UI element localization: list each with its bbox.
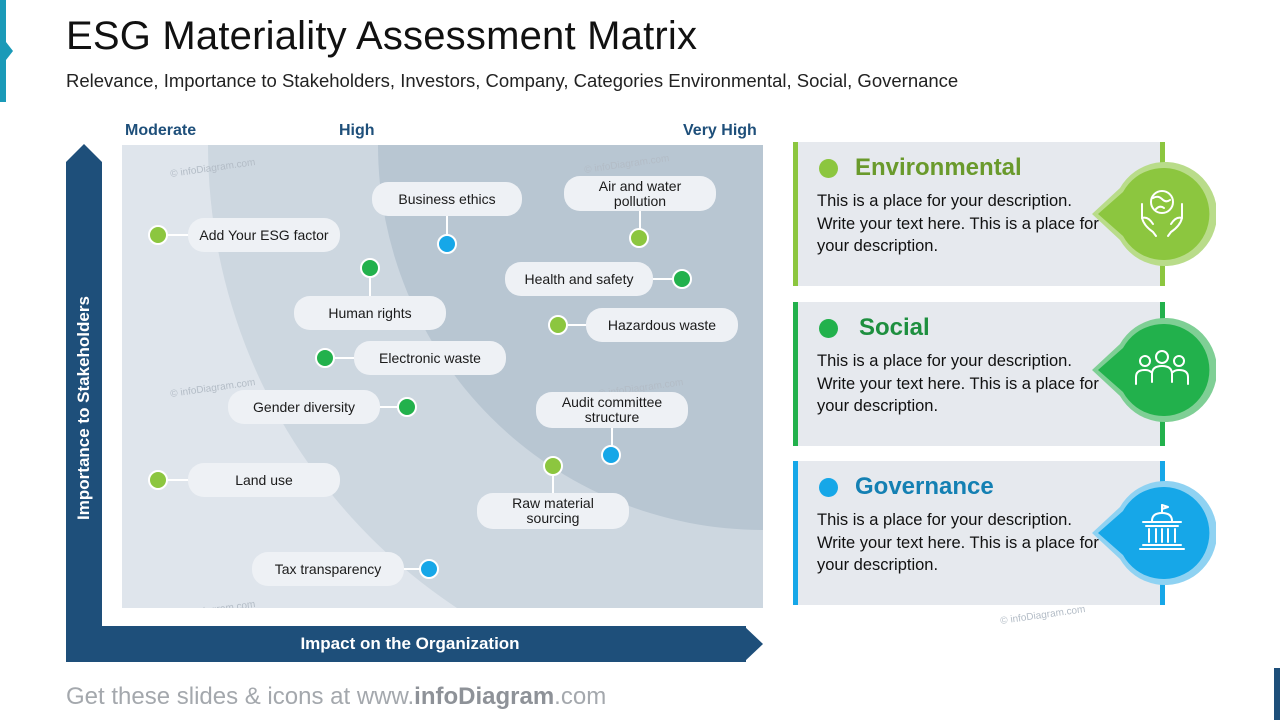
factor-dot-environmental [548,315,568,335]
people-group-icon [1092,318,1216,422]
legend-dot-governance [819,478,838,497]
card-title: Environmental [855,154,1022,181]
card-accent-bar [793,461,798,605]
page-subtitle: Relevance, Importance to Stakeholders, I… [66,70,959,91]
left-accent-notch [6,42,13,60]
card-title: Social [859,314,930,341]
card-description: This is a place for your description. Wr… [817,511,1099,574]
factor-raw-material-sourcing[interactable]: Raw material sourcing [477,493,629,529]
factor-dot-governance [601,445,621,465]
card-description: This is a place for your description. Wr… [817,352,1099,415]
zone-very-high [378,145,763,530]
connector-line [611,428,613,446]
factor-business-ethics[interactable]: Business ethics [372,182,522,216]
factor-electronic-waste[interactable]: Electronic waste [354,341,506,375]
factor-dot-governance [419,559,439,579]
column-label-high: High [339,122,375,139]
page-title: ESG Materiality Assessment Matrix [66,14,698,58]
factor-air-and-water-pollution[interactable]: Air and water pollution [564,176,716,211]
government-building-icon [1092,481,1216,585]
connector-line [552,476,554,494]
factor-dot-environmental [148,470,168,490]
factor-add-your-esg-factor[interactable]: Add Your ESG factor [188,218,340,252]
factor-health-and-safety[interactable]: Health and safety [505,262,653,296]
footer-suffix: .com [554,683,607,710]
factor-dot-social [315,348,335,368]
factor-land-use[interactable]: Land use [188,463,340,497]
column-label-very-high: Very High [683,122,757,139]
factor-dot-social [397,397,417,417]
factor-hazardous-waste[interactable]: Hazardous waste [586,308,738,342]
factor-dot-environmental [148,225,168,245]
factor-dot-environmental [629,228,649,248]
connector-line [446,216,448,234]
footer-text[interactable]: Get these slides & icons at www.infoDiag… [66,683,606,711]
footer-brand: infoDiagram [414,683,555,710]
factor-tax-transparency[interactable]: Tax transparency [252,552,404,586]
watermark: © infoDiagram.com [999,604,1087,627]
left-accent-bar [0,0,6,102]
connector-line [639,211,641,229]
x-axis-label: Impact on the Organization [300,634,520,653]
connector-line [168,479,188,481]
connector-line [369,278,371,296]
x-axis-arrowhead [744,626,763,662]
connector-line [404,568,420,570]
footer-prefix: Get these slides & icons at www. [66,683,415,710]
connector-line [568,324,587,326]
factor-human-rights[interactable]: Human rights [294,296,446,330]
globe-hands-icon [1092,162,1216,266]
connector-line [653,278,673,280]
card-description: This is a place for your description. Wr… [817,192,1099,255]
connector-line [335,357,355,359]
factor-audit-committee-structure[interactable]: Audit committee structure [536,392,688,428]
connector-line [158,234,188,236]
card-title: Governance [855,473,994,500]
factor-dot-governance [437,234,457,254]
factor-gender-diversity[interactable]: Gender diversity [228,390,380,424]
y-axis-arrowhead [66,144,102,162]
legend-dot-environmental [819,159,838,178]
legend-dot-social [819,319,838,338]
card-accent-bar [793,302,798,446]
materiality-matrix: © infoDiagram.com © infoDiagram.com © in… [122,145,763,608]
column-label-moderate: Moderate [125,122,197,139]
corner-accent-bar [1274,668,1280,720]
factor-dot-social [360,258,380,278]
factor-dot-social [672,269,692,289]
connector-line [380,406,398,408]
y-axis-arrow [66,162,102,662]
y-axis-label: Importance to Stakeholders [74,296,93,520]
factor-dot-environmental [543,456,563,476]
x-axis-arrow [66,626,746,662]
importance-zones [208,145,763,608]
card-accent-bar [793,142,798,286]
